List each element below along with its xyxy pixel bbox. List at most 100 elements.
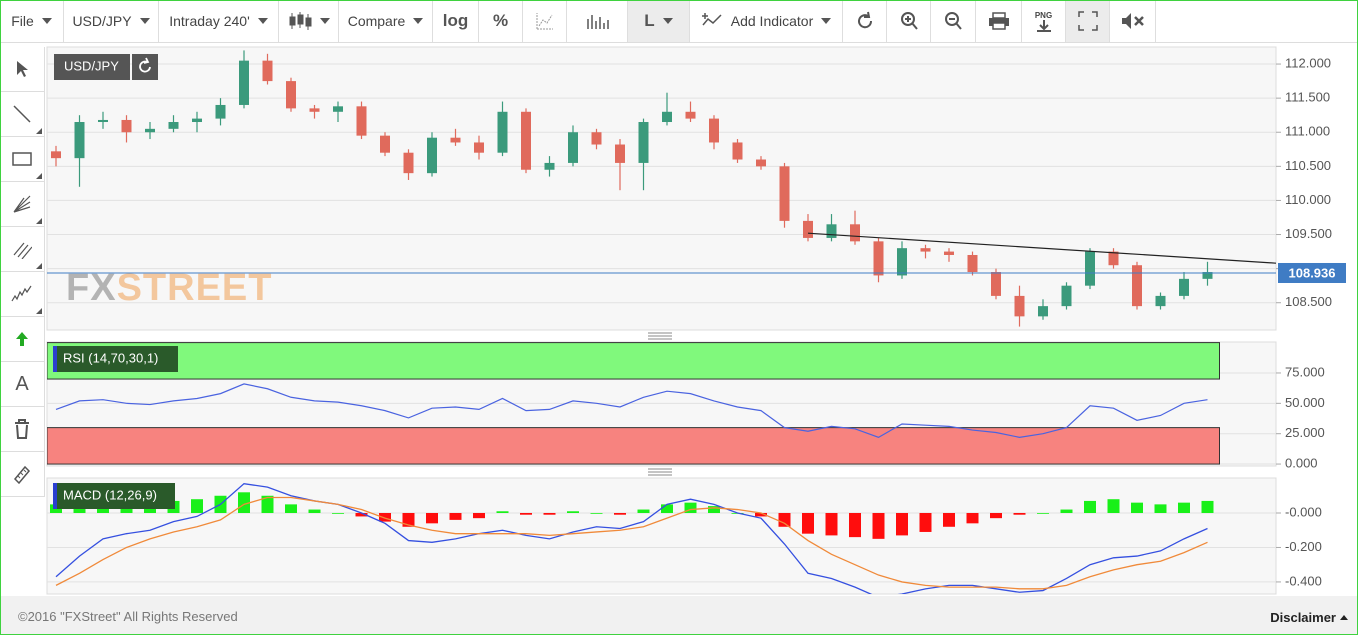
refresh-button[interactable] (843, 0, 887, 42)
macd-histogram-bar (355, 512, 368, 517)
candle-body (544, 162, 555, 170)
channel-tool[interactable] (0, 227, 44, 272)
macd-histogram-bar (238, 492, 250, 513)
reload-icon (139, 57, 151, 73)
percent-button[interactable]: % (479, 0, 523, 42)
candle-body (826, 224, 837, 238)
symbol-menu[interactable]: USD/JPY (64, 0, 159, 42)
candle-body (121, 119, 132, 133)
macd-histogram-bar (802, 512, 814, 534)
macd-line (55, 496, 1208, 590)
candle-body (1085, 251, 1095, 286)
macd-histogram-bar (919, 512, 932, 532)
macd-histogram-bar (473, 512, 485, 519)
candle-body (356, 106, 367, 136)
candle-body (615, 144, 625, 163)
print-button[interactable] (976, 0, 1022, 42)
macd-histogram-bar (1060, 509, 1073, 513)
macd-histogram-bar (825, 512, 838, 536)
file-menu[interactable]: File (0, 0, 64, 42)
panel-grip (648, 468, 672, 476)
compare-menu[interactable]: Compare (339, 0, 433, 42)
symbol-badge-label: USD/JPY (64, 58, 119, 73)
arrow-tool[interactable] (0, 317, 44, 362)
line-style-menu[interactable]: L (628, 0, 690, 42)
macd-histogram-bar (567, 511, 579, 513)
zoom-out-button[interactable] (931, 0, 976, 42)
reload-button[interactable] (132, 54, 158, 80)
macd-histogram-bar (1084, 500, 1096, 513)
add-indicator-menu[interactable]: Add Indicator (690, 0, 843, 42)
candle-body (756, 159, 766, 167)
zoom-in-button[interactable] (887, 0, 931, 42)
toolbar: File USD/JPY Intraday 240' Compare log %… (0, 0, 1358, 43)
macd-histogram-bar (966, 512, 979, 524)
delete-tool[interactable] (0, 407, 44, 452)
pointer-tool[interactable] (0, 47, 44, 92)
macd-histogram-bar (426, 512, 438, 524)
y-tick-label: 25.000 (1285, 425, 1325, 440)
line-icon (13, 105, 31, 123)
wave-icon (11, 285, 32, 302)
y-tick-label: 0.000 (1285, 455, 1318, 470)
wave-tool[interactable] (0, 272, 44, 317)
trash-icon (15, 419, 29, 439)
log-button[interactable]: log (433, 0, 479, 42)
text-tool[interactable]: A (0, 362, 44, 407)
measure-tool[interactable] (0, 452, 44, 497)
fib-tool[interactable] (0, 182, 44, 227)
volume-menu[interactable] (567, 0, 628, 42)
candle-body (1155, 295, 1166, 307)
channel-icon (13, 242, 32, 259)
area-button[interactable] (523, 0, 567, 42)
refresh-icon (857, 11, 872, 29)
png-button[interactable]: PNG (1022, 0, 1066, 42)
candle-body (1179, 278, 1189, 296)
y-tick-label: 111.000 (1285, 124, 1330, 139)
y-tick-label: 108.500 (1285, 294, 1332, 309)
rectangle-tool[interactable] (0, 137, 44, 182)
candles-icon (289, 12, 311, 30)
chart-type-menu[interactable] (279, 0, 339, 42)
fullscreen-icon (1077, 11, 1098, 31)
macd-histogram-bar (778, 512, 791, 527)
candle-body (145, 128, 155, 133)
candle-body (1202, 272, 1213, 279)
candle-body (427, 137, 437, 174)
y-tick-label: 109.500 (1285, 226, 1332, 241)
macd-histogram-bar (449, 512, 462, 520)
watermark: FXSTREET (66, 267, 272, 309)
y-tick-label: -0.400 (1285, 573, 1322, 588)
png-label: PNG (1034, 10, 1053, 20)
price-panel (46, 46, 1277, 331)
interval-menu[interactable]: Intraday 240' (159, 0, 279, 42)
rectangle-icon (12, 152, 32, 166)
mute-button[interactable] (1110, 0, 1156, 42)
macd-histogram-bar (191, 499, 203, 513)
candle-body (1061, 285, 1072, 307)
line-tool[interactable] (0, 92, 44, 137)
indicator-icon (701, 13, 722, 26)
macd-histogram-bar (849, 512, 861, 538)
interval-label: Intraday 240' (169, 13, 250, 29)
candle-body (192, 118, 202, 123)
pointer-icon (17, 61, 28, 77)
fullscreen-button[interactable] (1066, 0, 1110, 42)
macd-histogram-bar (379, 512, 391, 522)
line-style-label: L (644, 11, 655, 30)
macd-histogram-bar (496, 511, 509, 513)
zoom-in-icon (900, 12, 918, 30)
compare-label: Compare (347, 13, 406, 29)
rsi-badge-label: RSI (14,70,30,1) (63, 350, 158, 365)
macd-histogram-bar (1131, 502, 1143, 513)
rsi-badge (53, 346, 178, 372)
log-label: log (442, 11, 469, 30)
file-label: File (11, 13, 34, 29)
macd-histogram-bar (684, 502, 697, 513)
disclaimer-link[interactable]: Disclaimer (1270, 610, 1348, 625)
candle-body (685, 111, 696, 119)
arrow-icon (16, 332, 28, 346)
y-tick-label: 112.000 (1285, 55, 1331, 70)
ruler-icon (13, 465, 31, 484)
